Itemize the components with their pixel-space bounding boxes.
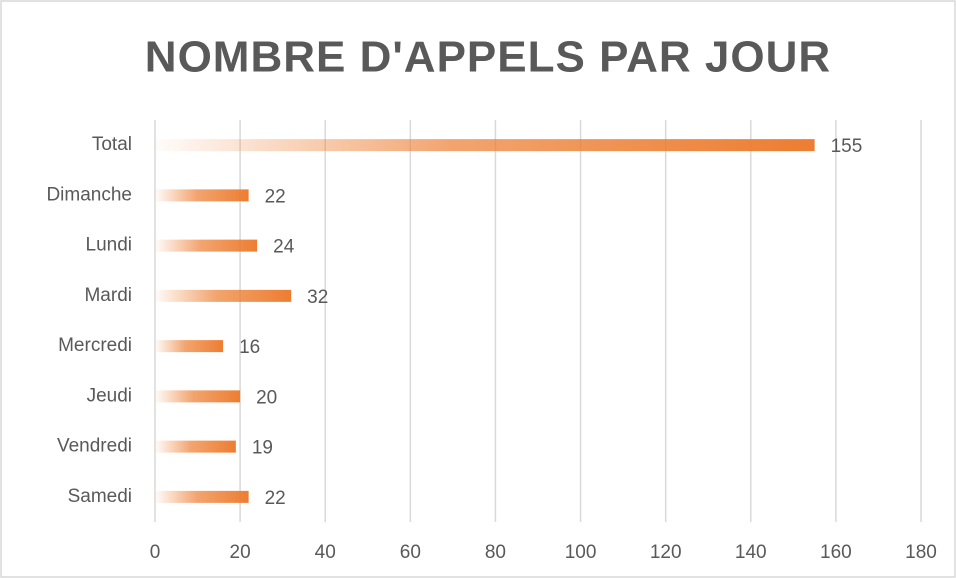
data-label: 22 (265, 186, 286, 207)
y-tick-label: Vendredi (57, 436, 132, 457)
chart-title: NOMBRE D'APPELS PAR JOUR (145, 33, 831, 82)
x-tick-label: 140 (735, 542, 767, 563)
y-tick-label: Total (92, 134, 132, 155)
bar (155, 189, 249, 202)
y-tick-label: Mercredi (58, 335, 132, 356)
bar (155, 340, 224, 353)
x-tick-label: 20 (230, 542, 251, 563)
data-label: 16 (239, 337, 260, 358)
data-label: 22 (265, 488, 286, 509)
bar (155, 289, 292, 302)
y-tick-label: Samedi (68, 486, 132, 507)
y-tick-label: Jeudi (87, 385, 132, 406)
bar (155, 440, 236, 453)
data-label: 155 (831, 136, 863, 157)
bar (155, 390, 241, 403)
y-tick-label: Lundi (86, 235, 133, 256)
data-label: 32 (307, 287, 328, 308)
data-label: 20 (256, 387, 277, 408)
x-tick-label: 60 (400, 542, 421, 563)
x-tick-label: 160 (820, 542, 852, 563)
data-label: 19 (252, 438, 273, 459)
x-tick-label: 40 (315, 542, 336, 563)
data-label: 24 (273, 237, 295, 258)
x-tick-label: 0 (150, 542, 161, 563)
x-tick-label: 100 (565, 542, 597, 563)
x-tick-label: 120 (650, 542, 682, 563)
x-tick-label: 80 (485, 542, 506, 563)
bar (155, 490, 249, 503)
bar (155, 139, 815, 152)
y-tick-label: Mardi (84, 285, 132, 306)
bar (155, 239, 258, 252)
y-tick-label: Dimanche (46, 184, 132, 205)
x-tick-label: 180 (905, 542, 937, 563)
